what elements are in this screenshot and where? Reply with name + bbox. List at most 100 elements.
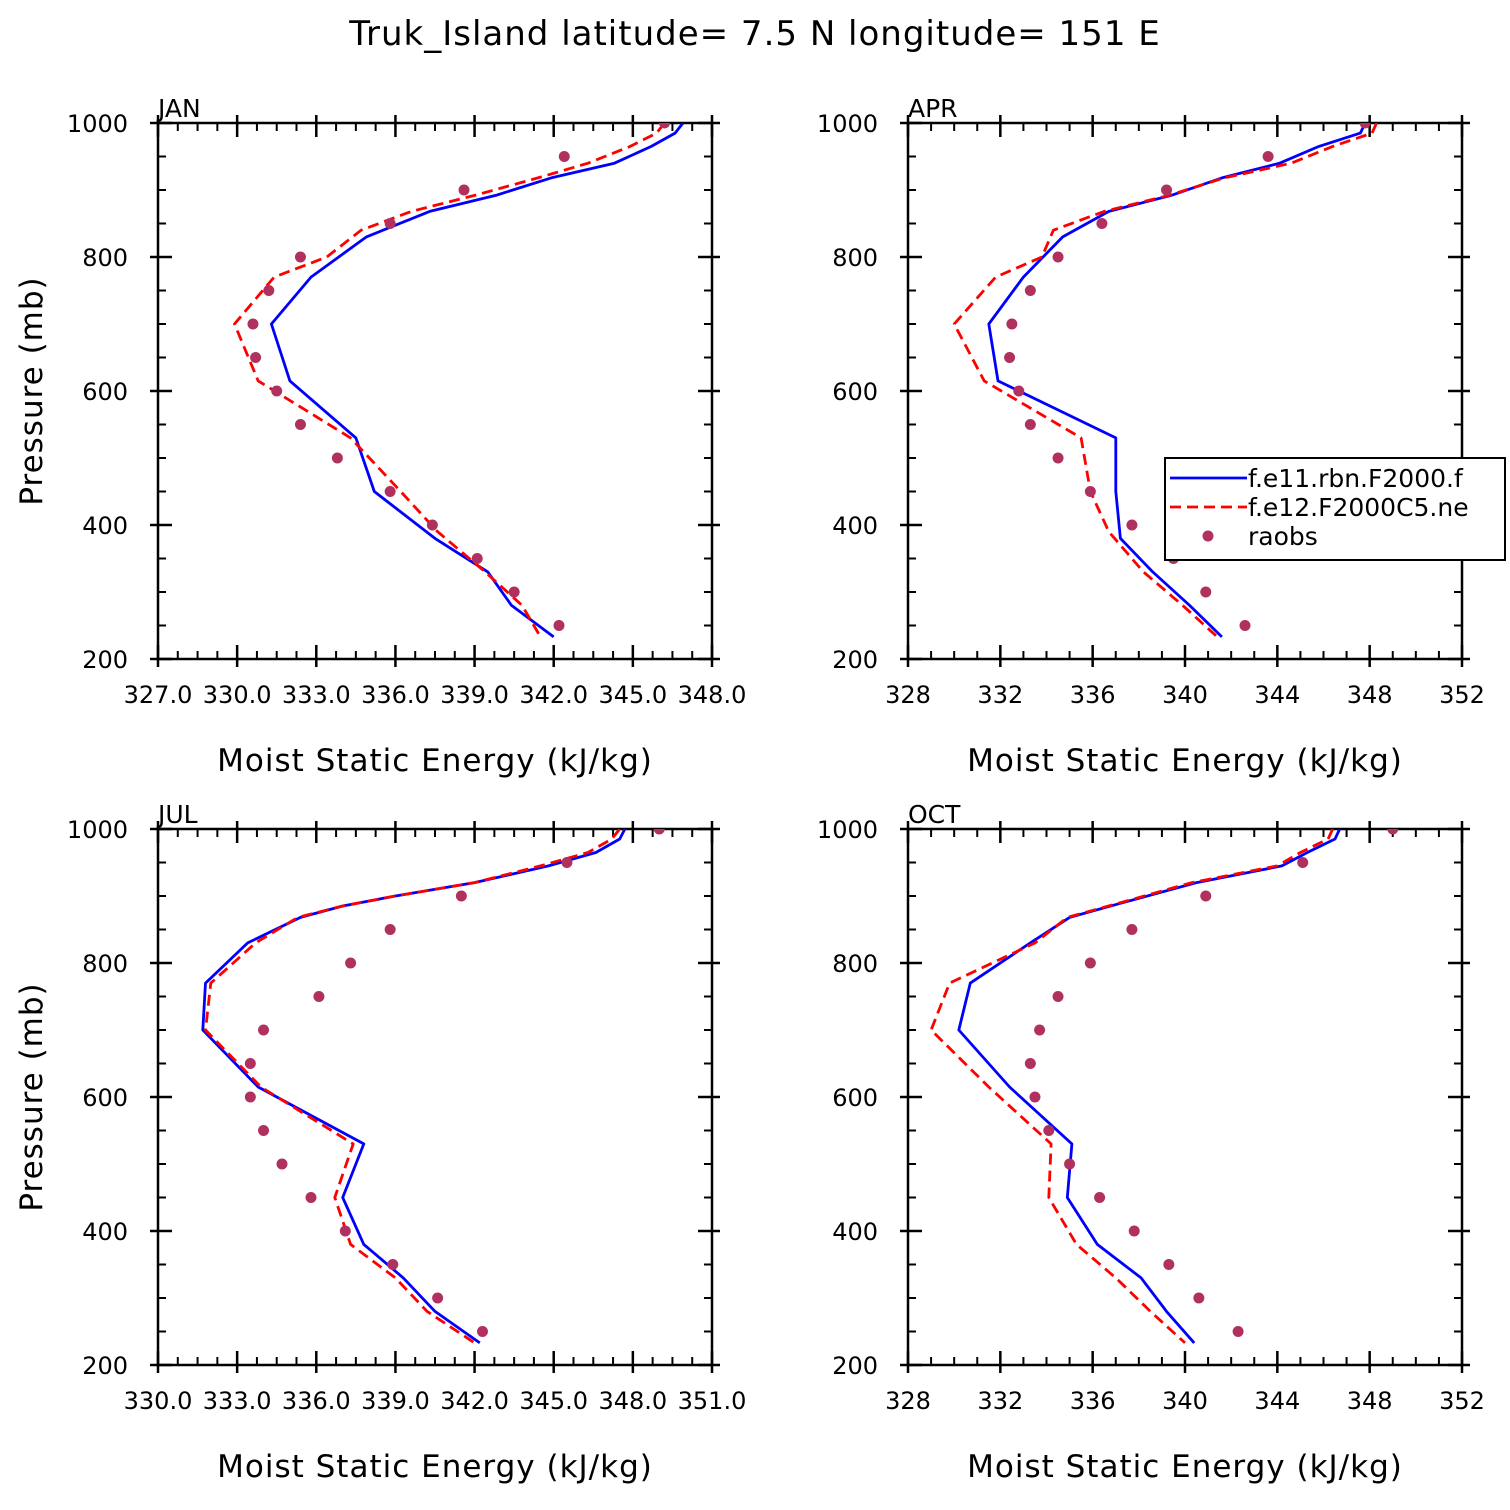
raobs-point xyxy=(294,419,306,430)
raobs-point xyxy=(1200,586,1212,598)
x-tick-label: 352 xyxy=(1439,681,1485,709)
raobs-point xyxy=(294,251,306,263)
x-tick-label: 340 xyxy=(1162,681,1208,709)
raobs-point xyxy=(1193,1292,1205,1304)
legend-label: f.e12.F2000C5.ne xyxy=(1248,493,1469,522)
panel-title: APR xyxy=(908,94,958,123)
raobs-point xyxy=(659,123,671,129)
series-line-e11 xyxy=(269,123,685,639)
x-tick-label: 330.0 xyxy=(203,681,272,709)
raobs-point xyxy=(1043,1125,1055,1136)
x-tick-label: 333.0 xyxy=(282,681,351,709)
x-tick-label: 336 xyxy=(1070,681,1116,709)
x-axis-label: Moist Static Energy (kJ/kg) xyxy=(967,743,1403,779)
series-group xyxy=(929,829,1399,1344)
raobs-point xyxy=(1013,385,1025,397)
raobs-point xyxy=(1232,1326,1244,1337)
plot-frame xyxy=(156,827,714,1367)
y-tick-label: 800 xyxy=(832,950,878,978)
raobs-point xyxy=(553,620,565,631)
y-tick-label: 600 xyxy=(832,1084,878,1112)
y-tick-label: 400 xyxy=(82,1218,128,1246)
x-tick-label: 345.0 xyxy=(598,681,667,709)
raobs-point xyxy=(1024,419,1036,430)
y-axis-label: Pressure (mb) xyxy=(14,982,50,1211)
raobs-point xyxy=(458,184,470,196)
y-tick-label: 400 xyxy=(832,1218,878,1246)
raobs-point xyxy=(455,890,467,902)
raobs-point xyxy=(305,1192,317,1203)
raobs-point xyxy=(1239,620,1251,631)
raobs-point xyxy=(331,452,343,464)
x-tick-label: 327.0 xyxy=(124,681,193,709)
raobs-point xyxy=(1387,829,1399,835)
y-tick-label: 400 xyxy=(832,512,878,540)
raobs-point xyxy=(1004,352,1016,363)
raobs-point xyxy=(1128,1225,1140,1237)
y-tick-label: 800 xyxy=(82,950,128,978)
raobs-point xyxy=(1126,924,1138,935)
raobs-point xyxy=(313,991,325,1002)
x-tick-label: 351.0 xyxy=(678,1387,747,1415)
series-group xyxy=(201,829,665,1345)
x-tick-label: 339.0 xyxy=(361,1387,430,1415)
x-tick-label: 339.0 xyxy=(440,681,509,709)
raobs-point xyxy=(384,218,396,229)
x-tick-label: 342.0 xyxy=(440,1387,509,1415)
y-tick-label: 800 xyxy=(832,244,878,272)
raobs-point xyxy=(1126,519,1138,531)
series-line-e12 xyxy=(929,829,1334,1344)
x-axis-label: Moist Static Energy (kJ/kg) xyxy=(217,1449,653,1485)
x-tick-label: 333.0 xyxy=(203,1387,272,1415)
y-tick-label: 200 xyxy=(832,646,878,674)
raobs-point xyxy=(387,1259,399,1270)
series-line-e11 xyxy=(987,123,1367,638)
raobs-point xyxy=(1052,251,1064,263)
y-tick-label: 600 xyxy=(82,1084,128,1112)
raobs-point xyxy=(1029,1091,1041,1103)
y-tick-label: 200 xyxy=(832,1352,878,1380)
raobs-point xyxy=(339,1225,351,1237)
x-tick-label: 344 xyxy=(1254,1387,1300,1415)
y-tick-label: 600 xyxy=(832,378,878,406)
raobs-point xyxy=(558,151,570,162)
plot-frame xyxy=(156,121,714,661)
legend-label: f.e11.rbn.F2000.f xyxy=(1248,464,1464,493)
raobs-point xyxy=(653,829,665,835)
x-tick-label: 328 xyxy=(885,681,931,709)
panel-oct: OCT 200 400 600 800 1000 328 332 336 340 344 348 352… xyxy=(817,800,1485,1485)
x-tick-label: 352 xyxy=(1439,1387,1485,1415)
raobs-point xyxy=(384,924,396,935)
panel-jan: JAN 200 400 600 800 1000 327.0 330.0 333.0 336.0 3… xyxy=(14,94,746,779)
series-line-e12 xyxy=(233,123,666,638)
raobs-point xyxy=(426,519,438,531)
raobs-point xyxy=(1297,857,1309,868)
legend-swatch-dot xyxy=(1202,530,1214,542)
raobs-point xyxy=(1084,957,1096,969)
raobs-point xyxy=(1200,890,1212,902)
x-tick-label: 332 xyxy=(977,681,1023,709)
x-tick-label: 328 xyxy=(885,1387,931,1415)
raobs-point xyxy=(476,1326,488,1337)
y-tick-label: 1000 xyxy=(817,816,878,844)
x-tick-label: 348 xyxy=(1347,681,1393,709)
raobs-point xyxy=(1163,1259,1175,1270)
raobs-point xyxy=(1052,991,1064,1002)
raobs-point xyxy=(1024,285,1036,296)
y-tick-label: 600 xyxy=(82,378,128,406)
figure-title: Truk_Island latitude= 7.5 N longitude= 1… xyxy=(348,14,1161,54)
raobs-point xyxy=(1359,123,1371,129)
raobs-point xyxy=(258,1024,270,1036)
x-tick-label: 345.0 xyxy=(519,1387,588,1415)
raobs-point xyxy=(1052,452,1064,464)
raobs-point xyxy=(244,1058,256,1069)
raobs-point xyxy=(1006,318,1018,330)
plot-frame xyxy=(906,827,1464,1367)
x-tick-label: 344 xyxy=(1254,681,1300,709)
y-tick-label: 200 xyxy=(82,646,128,674)
raobs-point xyxy=(1034,1024,1046,1036)
raobs-point xyxy=(258,1125,270,1136)
x-tick-label: 340 xyxy=(1162,1387,1208,1415)
